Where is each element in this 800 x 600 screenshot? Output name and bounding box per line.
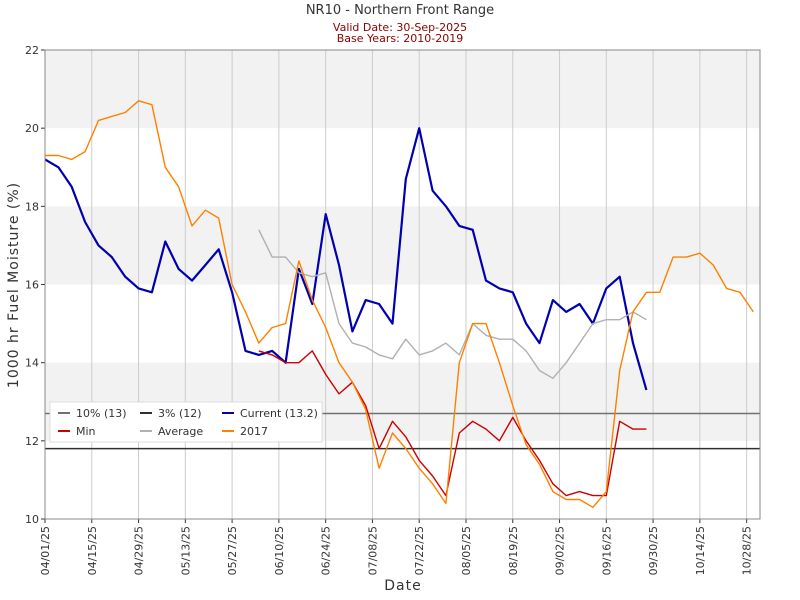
x-tick-label: 05/13/25 <box>179 526 192 575</box>
x-tick-label: 09/02/25 <box>554 526 567 575</box>
x-tick-label: 04/29/25 <box>133 526 146 575</box>
x-tick-label: 05/27/25 <box>226 526 239 575</box>
legend: 10% (13) 3% (12) Current (13.2) Min Average 2… <box>49 401 323 443</box>
y-tick-label: 20 <box>25 122 39 135</box>
grid-band <box>45 50 760 129</box>
legend-label: Min <box>76 425 96 438</box>
chart-subtitle: Base Years: 2010-2019 <box>337 32 463 45</box>
plot-border <box>44 49 761 520</box>
y-tick-label: 22 <box>25 44 39 57</box>
chart-title: NR10 - Northern Front Range <box>306 3 494 18</box>
legend-label: 10% (13) <box>76 407 127 420</box>
y-tick-label: 12 <box>25 435 39 448</box>
chart-subtitle: Valid Date: 30-Sep-2025 <box>333 21 467 34</box>
y-axis-label: 1000 hr Fuel Moisture (%) <box>6 182 22 388</box>
x-tick-label: 07/08/25 <box>366 526 379 575</box>
legend-box <box>49 401 323 443</box>
x-tick-label: 10/14/25 <box>694 526 707 575</box>
series-line <box>258 350 647 497</box>
legend-label: Average <box>158 425 203 438</box>
y-tick-label: 10 <box>25 513 39 526</box>
x-tick-label: 10/28/25 <box>741 526 754 575</box>
x-tick-label: 09/16/25 <box>600 526 613 575</box>
series-line <box>44 127 648 391</box>
x-tick-label: 04/15/25 <box>86 526 99 575</box>
y-tick-label: 18 <box>25 200 39 213</box>
series-line <box>258 229 647 379</box>
x-tick-label: 06/10/25 <box>273 526 286 575</box>
x-tick-label: 04/01/25 <box>39 526 52 575</box>
y-tick-label: 14 <box>25 357 39 370</box>
x-tick-label: 09/30/25 <box>647 526 660 575</box>
x-tick-label: 06/24/25 <box>320 526 333 575</box>
y-tick-label: 16 <box>25 279 39 292</box>
x-axis-label: Date <box>384 578 421 594</box>
legend-label: Current (13.2) <box>240 407 318 420</box>
legend-label: 3% (12) <box>158 407 202 420</box>
x-tick-label: 07/22/25 <box>413 526 426 575</box>
series-line <box>45 100 754 508</box>
x-tick-label: 08/05/25 <box>460 526 473 575</box>
legend-label: 2017 <box>240 425 268 438</box>
x-tick-label: 08/19/25 <box>507 526 520 575</box>
